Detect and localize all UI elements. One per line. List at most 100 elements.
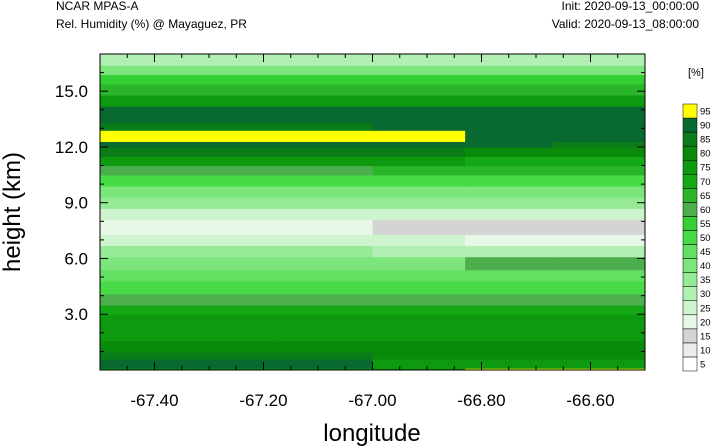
- contour-cell: [552, 83, 645, 96]
- contour-cell: [192, 83, 281, 96]
- contour-cell: [372, 358, 466, 369]
- contour-cell: [552, 197, 645, 209]
- contour-cell: [465, 185, 553, 198]
- contour-cell: [279, 197, 374, 209]
- contour-cell: [372, 65, 466, 76]
- colorbar-tick-label: 70: [700, 177, 711, 188]
- contour-cell: [192, 141, 281, 148]
- contour-cell: [372, 208, 466, 221]
- colorbar-tick-label: 75: [700, 163, 711, 174]
- contour-cell: [465, 304, 553, 315]
- colorbar-tick-label: 10: [700, 345, 711, 356]
- colorbar-tick-label: 50: [700, 233, 711, 244]
- contour-cell: [465, 156, 553, 167]
- contour-cell: [100, 208, 194, 221]
- contour-cell: [465, 340, 553, 353]
- colorbar-swatch: [682, 272, 698, 287]
- contour-cell: [100, 340, 194, 353]
- contour-cell: [192, 74, 281, 85]
- contour-cell: [279, 256, 374, 271]
- contour-cell: [372, 54, 466, 66]
- contour-cell: [192, 130, 281, 142]
- contour-cell: [279, 293, 374, 306]
- contour-cell: [100, 304, 194, 315]
- contour-cell: [279, 174, 374, 187]
- contour-cell: [465, 83, 553, 96]
- contour-cell: [192, 304, 281, 315]
- contour-cell: [192, 340, 281, 353]
- contour-cell: [372, 351, 466, 360]
- contour-cell: [372, 340, 466, 353]
- colorbar-swatch: [682, 103, 698, 119]
- contour-cell: [192, 185, 281, 198]
- contour-cell: [552, 106, 645, 124]
- colorbar-swatch: [682, 286, 698, 301]
- contour-cell: [552, 219, 645, 235]
- contour-cell: [552, 368, 645, 370]
- contour-cell: [279, 208, 374, 221]
- colorbar-swatch: [682, 202, 698, 217]
- contour-cell: [279, 358, 374, 369]
- model-title: NCAR MPAS-A: [56, 0, 139, 13]
- colorbar: 5 10 15 20 25 30 35 40 45 50 55 60 65 70 75 80 85 90 95: [682, 103, 711, 372]
- colorbar-tick-label: 80: [700, 149, 711, 160]
- contour-cell: [465, 269, 553, 282]
- contour-cell: [372, 130, 466, 142]
- colorbar-tick-label: 25: [700, 303, 711, 314]
- x-tick-label: -67.40: [130, 391, 178, 410]
- contour-cell: [465, 329, 553, 341]
- x-tick-label: -67.00: [348, 391, 396, 410]
- colorbar-swatch: [682, 342, 698, 358]
- contour-cell: [372, 256, 466, 271]
- contour-cell: [192, 165, 281, 176]
- contour-cell: [100, 314, 194, 330]
- contour-cell: [372, 146, 466, 157]
- contour-cell: [552, 208, 645, 221]
- contour-cell: [279, 280, 374, 295]
- contour-cell: [552, 65, 645, 76]
- contour-cell: [372, 368, 466, 370]
- contour-cell: [552, 351, 645, 360]
- contour-cell: [192, 329, 281, 341]
- contour-cell: [552, 269, 645, 282]
- y-tick-label: 15.0: [55, 82, 88, 101]
- contour-cell: [192, 174, 281, 187]
- contour-cell: [552, 340, 645, 353]
- contour-cell: [372, 234, 466, 247]
- y-tick-label: 6.0: [64, 249, 88, 268]
- contour-cell: [465, 234, 553, 247]
- contour-cell: [192, 122, 281, 131]
- contour-cell: [552, 314, 645, 330]
- contour-cell: [465, 351, 553, 360]
- contour-cell: [372, 106, 466, 124]
- contour-cell: [279, 219, 374, 235]
- contour-cell: [552, 293, 645, 306]
- contour-cell: [279, 314, 374, 330]
- contour-cell: [552, 94, 645, 107]
- valid-time: Valid: 2020-09-13_08:00:00: [551, 17, 699, 31]
- contour-cell: [279, 74, 374, 85]
- contour-cell: [192, 54, 281, 66]
- colorbar-tick-label: 35: [700, 275, 711, 286]
- contour-cell: [552, 256, 645, 271]
- contour-cell: [279, 165, 374, 176]
- contour-cell: [279, 368, 374, 370]
- colorbar-tick-label: 90: [700, 121, 711, 132]
- variable-title: Rel. Humidity (%) @ Mayaguez, PR: [56, 17, 247, 31]
- colorbar-swatch: [682, 117, 698, 133]
- contour-cell: [192, 106, 281, 124]
- contour-cell: [100, 358, 194, 369]
- contour-cell: [100, 146, 194, 157]
- contour-cell: [192, 156, 281, 167]
- contour-cell: [279, 340, 374, 353]
- contour-cell: [465, 208, 553, 221]
- contour-cell: [100, 280, 194, 295]
- contour-cell: [192, 245, 281, 258]
- contour-cell: [552, 304, 645, 315]
- plot-area: [100, 54, 645, 370]
- y-tick-label: 9.0: [64, 194, 88, 213]
- contour-cell: [100, 54, 194, 66]
- contour-cell: [465, 94, 553, 107]
- contour-cell: [279, 83, 374, 96]
- contour-cell: [465, 65, 553, 76]
